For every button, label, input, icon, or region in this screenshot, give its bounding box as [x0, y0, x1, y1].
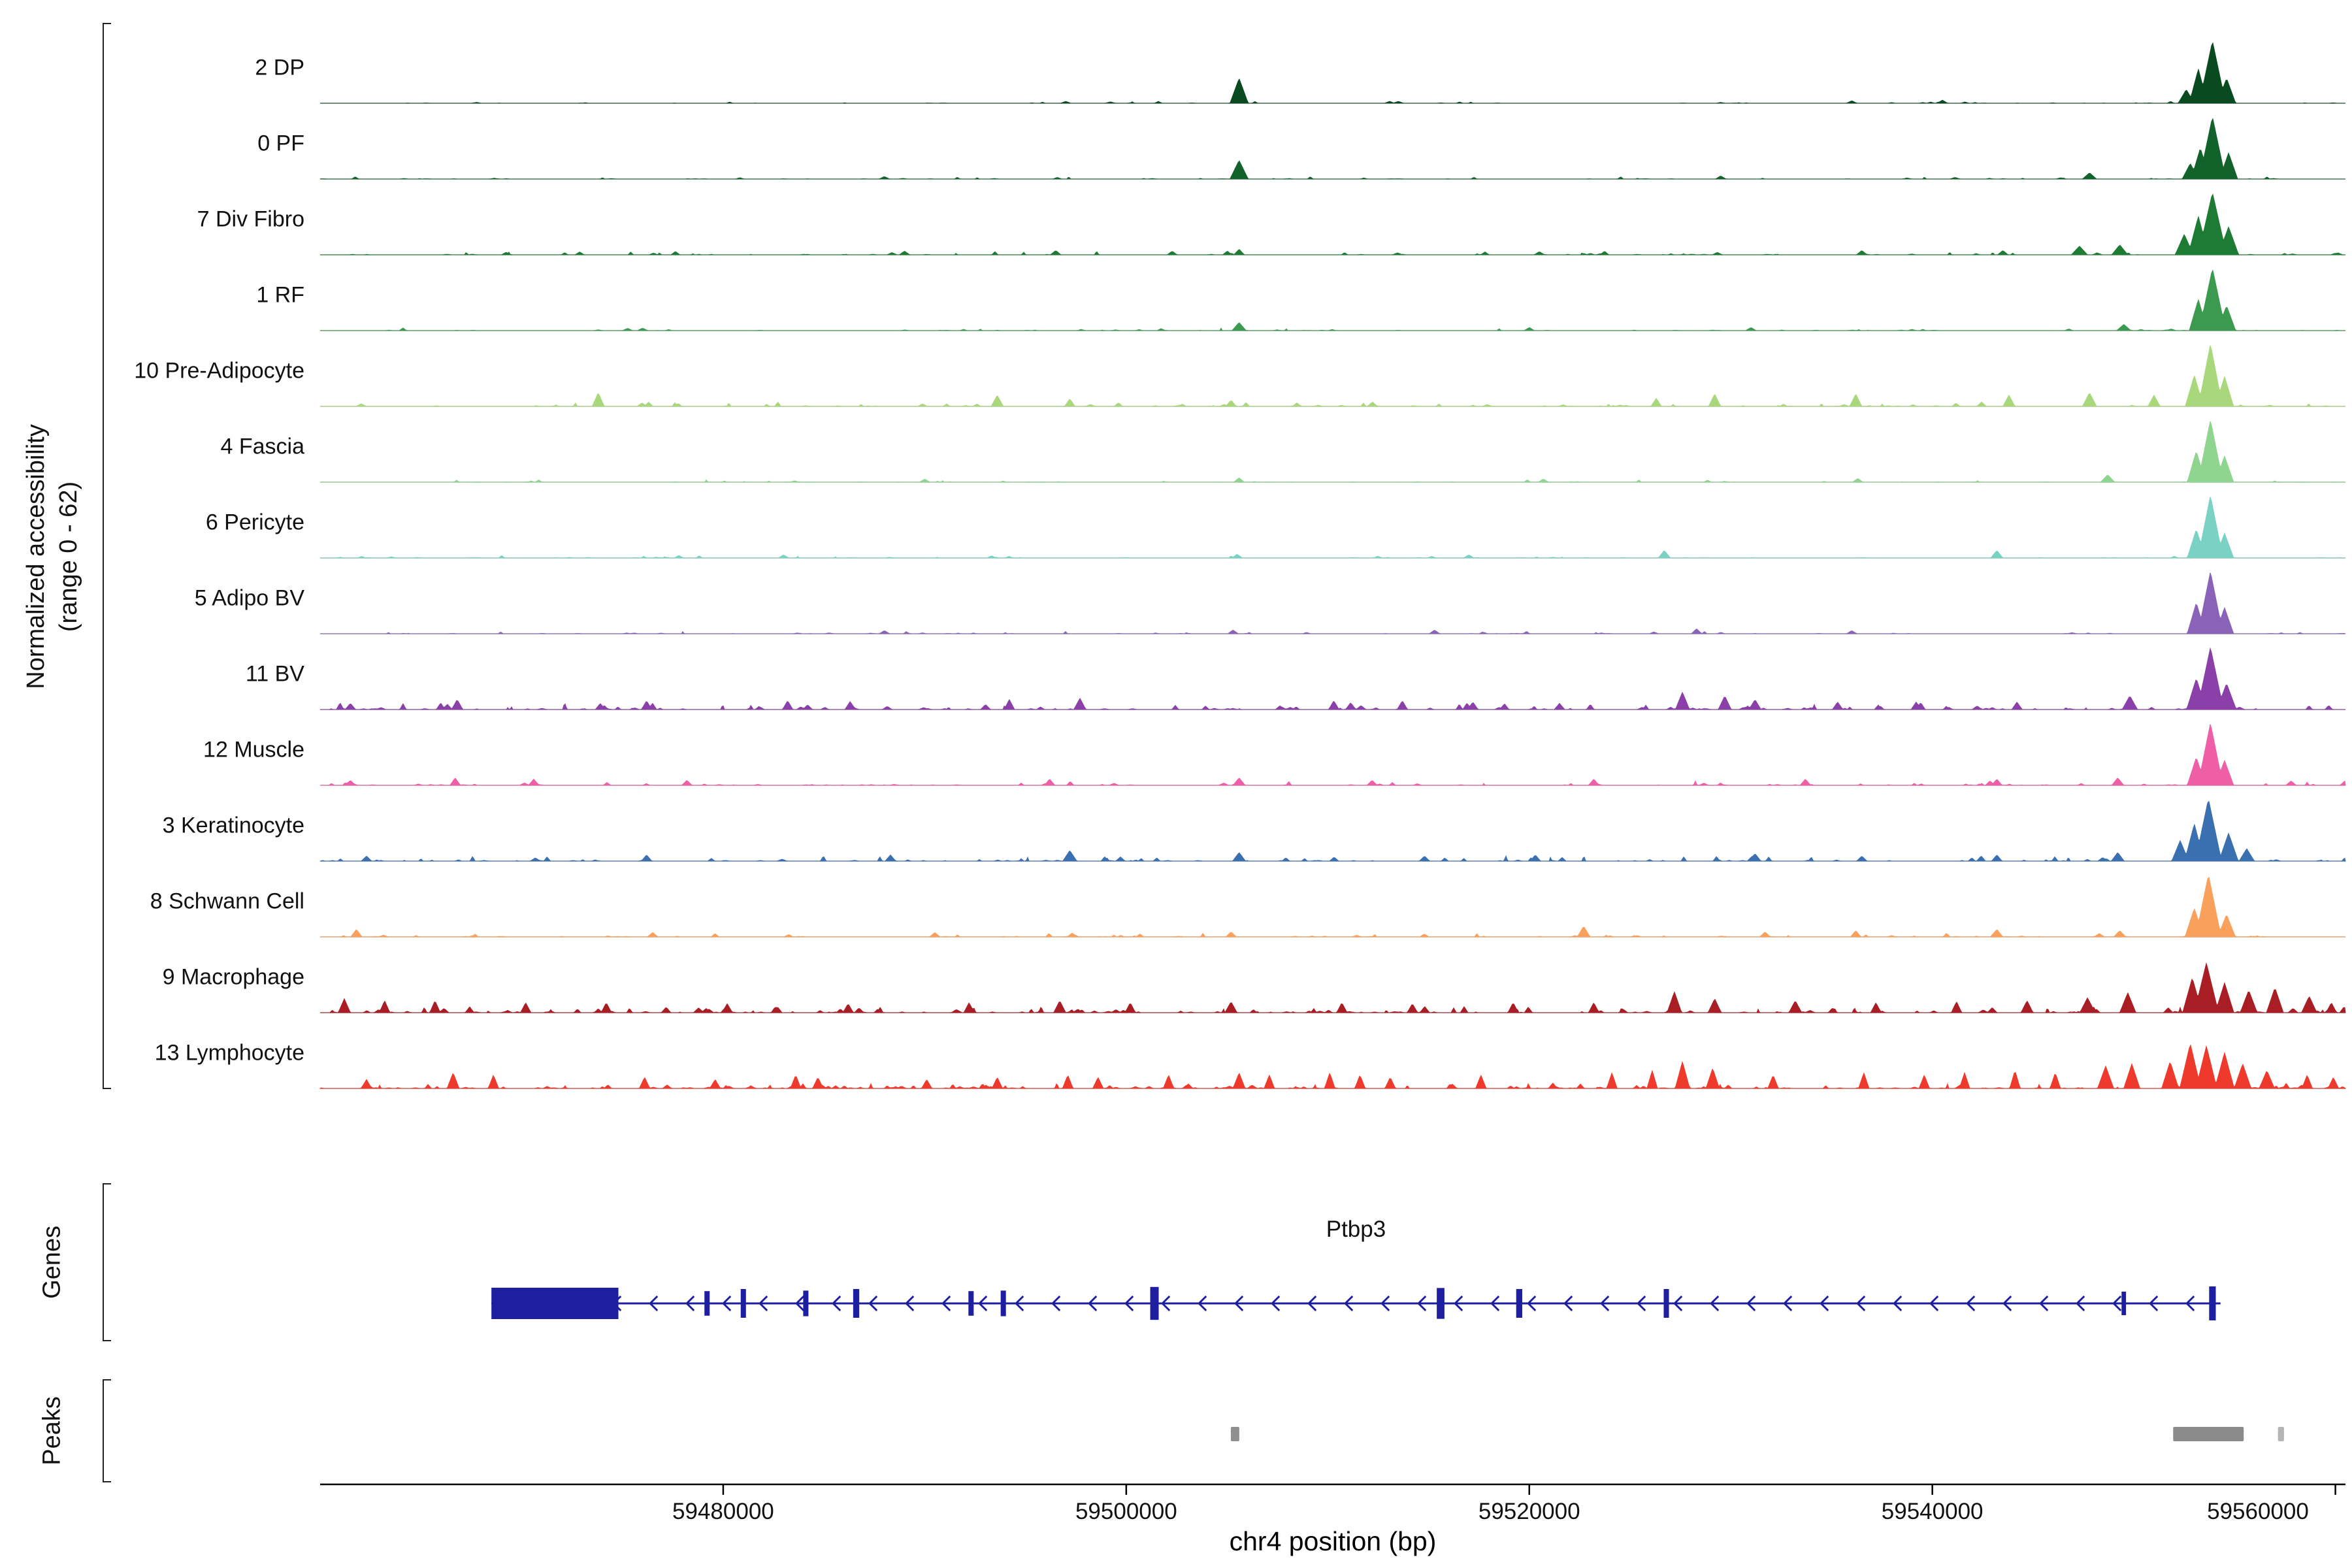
x-tick-label: 59500000: [1075, 1499, 1177, 1524]
y-axis-label-line1: Normalized accessibility: [22, 424, 50, 689]
track-label-5-adipo-bv: 5 Adipo BV: [194, 585, 304, 611]
track-label-13-lymphocyte: 13 Lymphocyte: [154, 1040, 304, 1066]
track-label-6-pericyte: 6 Pericyte: [205, 510, 304, 535]
track-label-1-rf: 1 RF: [256, 282, 304, 308]
gene-name-label: Ptbp3: [1326, 1217, 1386, 1242]
track-label-3-keratinocyte: 3 Keratinocyte: [162, 813, 304, 838]
genes-section-label: Genes: [38, 1226, 66, 1299]
x-tick-label: 59480000: [672, 1499, 774, 1524]
track-label-12-muscle: 12 Muscle: [203, 737, 304, 762]
track-label-4-fascia: 4 Fascia: [220, 434, 305, 459]
y-axis-label: Normalized accessibility (range 0 - 62): [20, 424, 85, 689]
track-label-0-pf: 0 PF: [257, 131, 304, 156]
track-label-11-bv: 11 BV: [245, 661, 304, 687]
track-label-8-schwann-cell: 8 Schwann Cell: [150, 889, 304, 914]
track-label-7-div-fibro: 7 Div Fibro: [197, 206, 304, 232]
track-label-10-pre-adipocyte: 10 Pre-Adipocyte: [134, 358, 304, 384]
y-axis-label-line2: (range 0 - 62): [55, 481, 82, 632]
peaks-section-label: Peaks: [38, 1396, 66, 1465]
x-tick-label: 59540000: [1881, 1499, 1984, 1524]
track-label-2-dp: 2 DP: [255, 55, 304, 80]
x-tick-label: 59520000: [1478, 1499, 1580, 1524]
track-label-9-macrophage: 9 Macrophage: [162, 964, 304, 990]
x-tick-label: 59560000: [2207, 1499, 2309, 1524]
x-axis-title: chr4 position (bp): [1229, 1526, 1437, 1556]
